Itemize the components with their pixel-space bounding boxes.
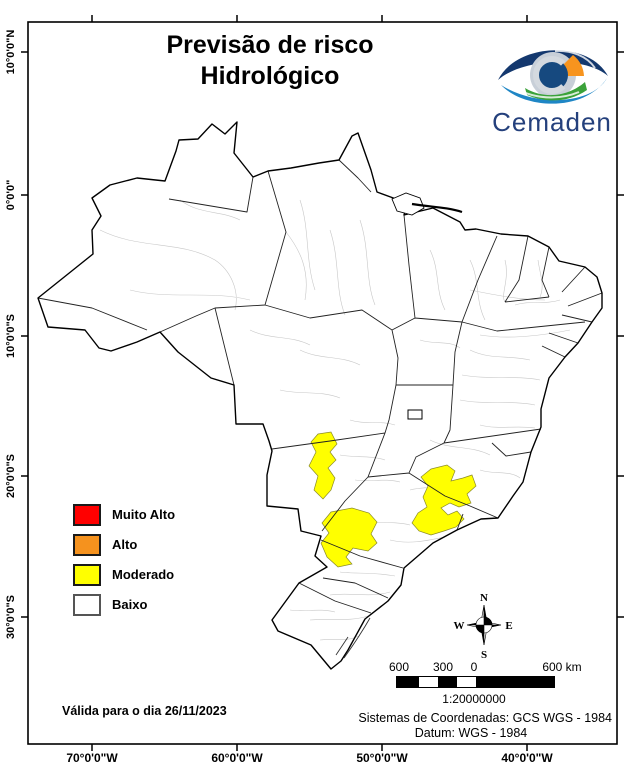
brazil-outline xyxy=(37,121,603,670)
scale-segment xyxy=(397,677,419,687)
compass-n-label: N xyxy=(480,592,488,604)
compass-w-label: W xyxy=(454,620,465,632)
legend-label-alto: Alto xyxy=(112,537,138,552)
map-title-line2: Hidrológico xyxy=(200,62,340,90)
lon-label-50w: 50°0'0"W xyxy=(356,751,408,765)
state-boundaries xyxy=(37,159,603,614)
cemaden-logo-eye-icon xyxy=(498,48,608,104)
moderate-risk-region xyxy=(320,507,378,568)
compass-s-label: S xyxy=(481,649,487,660)
distrito-federal-box xyxy=(407,409,423,420)
scale-label-0: 0 xyxy=(470,660,478,674)
lon-label-60w: 60°0'0"W xyxy=(211,751,263,765)
logo-c-ring xyxy=(533,56,571,94)
lat-label-20s: 20°0'0"S xyxy=(5,453,17,499)
cemaden-logo-text: Cemaden xyxy=(492,107,612,137)
lon-label-40w: 40°0'0"W xyxy=(501,751,553,765)
lat-label-10n: 10°0'0"N xyxy=(5,29,17,75)
north-coast-detail xyxy=(411,202,463,214)
scale-label-600km: 600 km xyxy=(542,660,582,674)
eye-pupil xyxy=(536,59,568,91)
lagoon-lines xyxy=(335,617,371,659)
scale-segment xyxy=(457,677,476,687)
map-frame xyxy=(27,21,618,745)
validity-date: Válida para o dia 26/11/2023 xyxy=(62,704,227,718)
legend-swatch-baixo xyxy=(73,594,101,616)
graticule-ticks xyxy=(21,15,624,751)
datum-line: Datum: WGS - 1984 xyxy=(414,726,528,740)
scale-segment xyxy=(419,677,438,687)
moderate-risk-region xyxy=(411,464,477,536)
map-title: Previsão de risco Hidrológico xyxy=(120,30,420,92)
marajo-island xyxy=(391,192,425,216)
logo-white-swirl-bottom xyxy=(506,81,580,99)
logo-orange-wedge xyxy=(563,55,584,76)
map-title-line1: Previsão de risco xyxy=(166,31,374,59)
scale-label-600-left: 600 xyxy=(388,660,410,674)
scale-segment xyxy=(476,677,554,687)
lat-label-0: 0°0'0" xyxy=(5,179,17,211)
legend-swatch-alto xyxy=(73,534,101,556)
scale-label-300: 300 xyxy=(432,660,454,674)
moderate-risk-regions xyxy=(308,431,477,568)
lat-label-30s: 30°0'0"S xyxy=(5,594,17,640)
legend-swatch-moderado xyxy=(73,564,101,586)
legend-label-baixo: Baixo xyxy=(112,597,148,612)
compass-e-label: E xyxy=(505,620,512,632)
legend-label-moderado: Moderado xyxy=(112,567,175,582)
legend-label-muito-alto: Muito Alto xyxy=(112,507,176,522)
eye-upper-lid xyxy=(498,50,608,80)
moderate-risk-region xyxy=(308,431,338,500)
coordinate-system-info: Sistemas de Coordenadas: GCS WGS - 1984 … xyxy=(330,711,612,741)
legend-swatch-muito-alto xyxy=(73,504,101,526)
lon-label-70w: 70°0'0"W xyxy=(66,751,118,765)
lat-label-10s: 10°0'0"S xyxy=(5,313,17,359)
logo-white-swirl-top xyxy=(554,49,596,69)
scale-bar xyxy=(396,676,555,688)
compass-rose-icon: N S W E xyxy=(454,592,513,660)
eye-lower-lid xyxy=(501,78,607,104)
scale-ratio: 1:20000000 xyxy=(442,692,506,706)
scale-segment xyxy=(438,677,457,687)
coord-system-line: Sistemas de Coordenadas: GCS WGS - 1984 xyxy=(358,711,612,725)
